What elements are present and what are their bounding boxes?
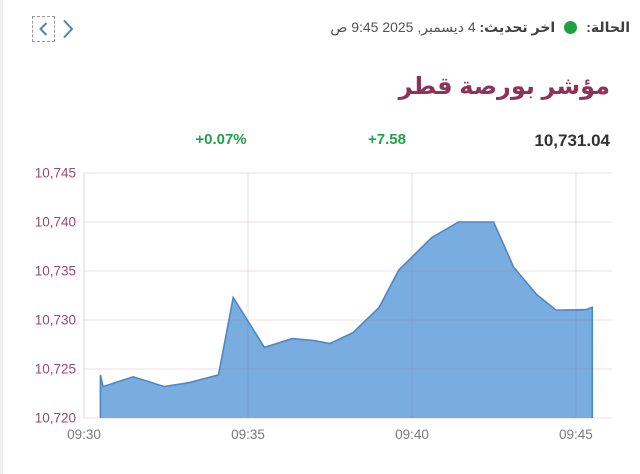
change-percent: +0.07%	[195, 131, 247, 148]
page-title: مؤشر بورصة قطر	[398, 73, 610, 100]
status-bar: الحالة: اخر تحديث: 4 ديسمبر, 2025 9:45 ص	[330, 19, 630, 36]
last-price: 10,731.04	[534, 131, 610, 150]
series-line	[99, 221, 594, 418]
change-value: +7.58	[368, 131, 406, 148]
next-button[interactable]	[57, 17, 77, 41]
prev-button[interactable]	[32, 16, 55, 42]
chevron-right-icon	[62, 19, 73, 39]
index-area-chart: 10,720 10,725 10,730 10,735 10,740 10,745 09:3…	[35, 166, 612, 442]
y-axis-tick-label: 10,735	[35, 264, 76, 279]
y-axis-tick-label: 10,730	[35, 313, 76, 328]
page-left-edge	[0, 0, 3, 474]
x-axis-tick-label: 09:40	[395, 427, 429, 442]
area-fill	[100, 222, 593, 418]
x-axis-tick-label: 09:45	[559, 427, 593, 442]
y-axis-tick-label: 10,720	[35, 411, 76, 426]
y-axis-tick-label: 10,740	[35, 215, 76, 230]
last-updated-value: 4 ديسمبر, 2025 9:45 ص	[330, 19, 476, 35]
last-updated-text: اخر تحديث: 4 ديسمبر, 2025 9:45 ص	[330, 19, 555, 36]
status-dot	[564, 21, 578, 34]
last-updated-label: اخر تحديث:	[479, 19, 556, 35]
chevron-left-icon	[39, 22, 48, 36]
y-axis-tick-label: 10,745	[35, 166, 76, 181]
status-label: الحالة:	[586, 19, 630, 35]
x-axis-tick-label: 09:30	[67, 427, 101, 442]
y-axis-tick-label: 10,725	[35, 362, 76, 377]
x-axis-tick-label: 09:35	[231, 427, 265, 442]
